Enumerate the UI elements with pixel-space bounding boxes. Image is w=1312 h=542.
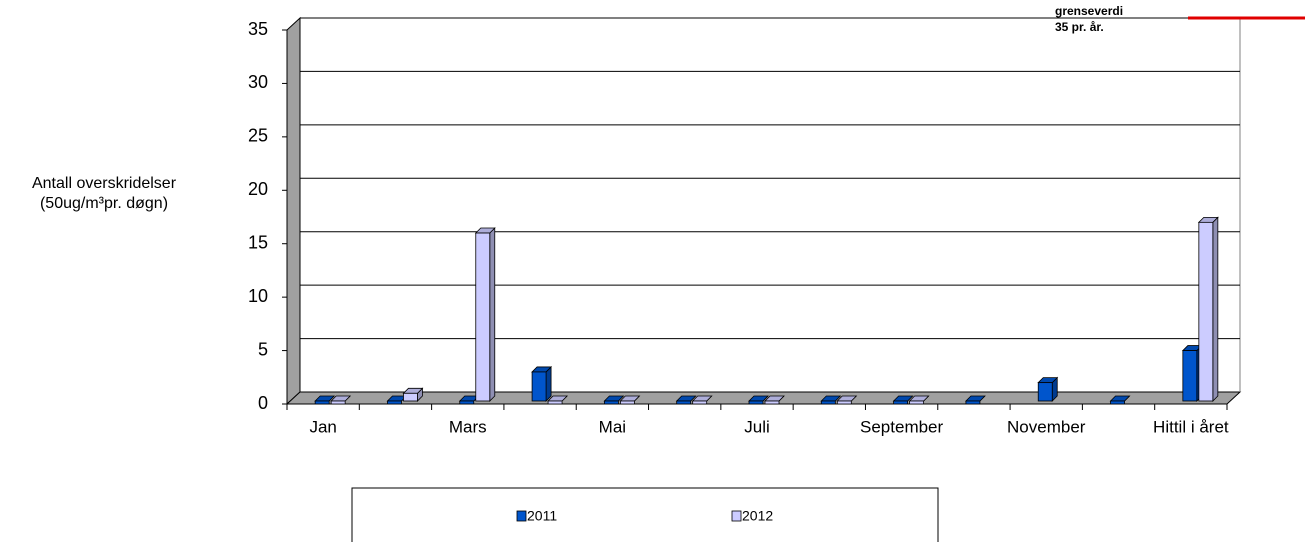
x-tick-label: September bbox=[860, 417, 943, 436]
annotation: grenseverdi bbox=[1055, 4, 1123, 18]
legend-swatch bbox=[731, 510, 742, 522]
bar bbox=[1110, 400, 1125, 405]
bar bbox=[531, 371, 547, 402]
y-tick-label: 35 bbox=[248, 19, 268, 39]
y-tick-label: 25 bbox=[248, 126, 268, 146]
annotation: 35 pr. år. bbox=[1055, 20, 1104, 34]
y-tick-label: 10 bbox=[248, 286, 268, 306]
bar bbox=[459, 400, 475, 405]
legend-label: 2011 bbox=[527, 508, 557, 524]
x-tick-label: November bbox=[1007, 417, 1086, 436]
bar bbox=[387, 400, 402, 405]
bar bbox=[893, 400, 909, 405]
bar bbox=[314, 400, 330, 405]
bar bbox=[909, 400, 925, 405]
bar bbox=[1182, 350, 1198, 402]
bar bbox=[748, 400, 764, 405]
bar bbox=[1198, 221, 1214, 402]
y-axis-label: (50ug/m³pr. døgn) bbox=[40, 195, 168, 212]
bar bbox=[836, 400, 852, 405]
bar-side bbox=[545, 365, 552, 402]
bar bbox=[403, 392, 418, 402]
y-tick-label: 5 bbox=[258, 339, 268, 359]
bar bbox=[676, 400, 692, 405]
legend-label: 2012 bbox=[742, 508, 773, 524]
legend-swatch bbox=[516, 510, 527, 522]
y-tick-label: 15 bbox=[248, 232, 268, 252]
bar bbox=[330, 400, 346, 405]
y-tick-label: 30 bbox=[248, 72, 268, 92]
bar bbox=[820, 400, 836, 405]
side-wall bbox=[286, 16, 301, 406]
x-tick-label: Mars bbox=[449, 417, 487, 436]
y-tick-label: 20 bbox=[248, 179, 268, 199]
bar bbox=[692, 400, 708, 405]
bar bbox=[475, 232, 491, 402]
legend-box bbox=[351, 487, 939, 542]
x-tick-label: Juli bbox=[744, 417, 770, 436]
y-tick-label: 0 bbox=[258, 393, 268, 413]
y-axis-label: Antall overskridelser bbox=[32, 175, 177, 192]
x-tick-label: Hittil i året bbox=[1153, 417, 1229, 436]
bar bbox=[619, 400, 635, 405]
bar bbox=[1037, 382, 1053, 402]
bar-side bbox=[1212, 216, 1219, 402]
bar-side bbox=[489, 227, 496, 402]
bar bbox=[603, 400, 619, 405]
bar bbox=[764, 400, 780, 405]
x-tick-label: Jan bbox=[309, 417, 336, 436]
bar bbox=[965, 400, 981, 405]
bar bbox=[547, 400, 563, 405]
x-tick-label: Mai bbox=[599, 417, 626, 436]
